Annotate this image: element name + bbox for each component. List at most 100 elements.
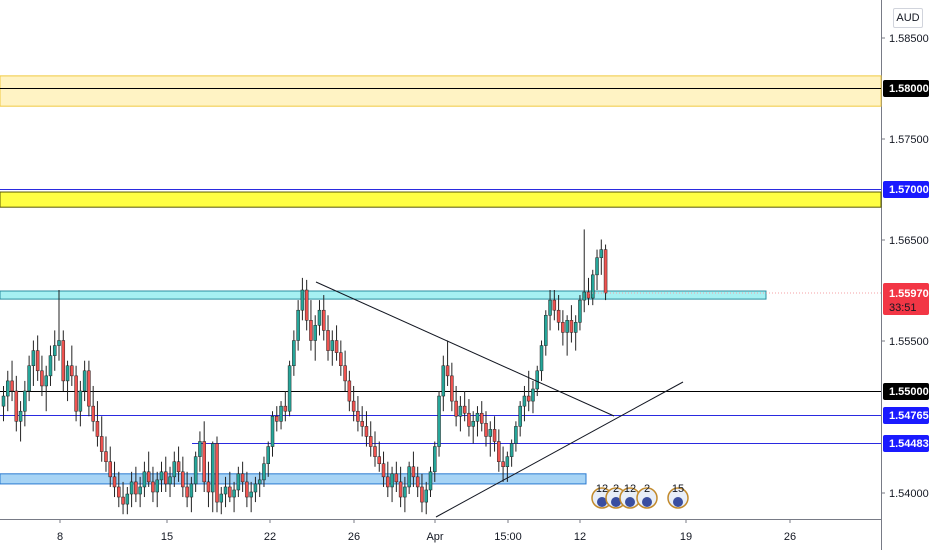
candle [501, 446, 505, 482]
candle-body [539, 345, 544, 372]
level-badge [883, 80, 929, 97]
y-tick-label: 1.58500 [889, 33, 929, 45]
x-tick-label: 8 [57, 531, 63, 543]
candle-body [454, 400, 458, 417]
candle-body [322, 309, 326, 331]
candle-body [206, 481, 211, 493]
candle [437, 391, 441, 457]
candle-body [138, 486, 142, 495]
candle [445, 340, 450, 386]
x-tick-label: 19 [680, 531, 692, 543]
candle-body [317, 309, 322, 326]
candle-body [121, 496, 125, 505]
countdown-label: 33:51 [889, 302, 917, 314]
candle-body [95, 421, 100, 437]
event-marker-icon[interactable]: 2 [636, 483, 658, 509]
candle [40, 355, 44, 397]
candle-body [347, 380, 352, 402]
candle [185, 471, 189, 508]
candle [565, 315, 569, 356]
candle-body [74, 375, 78, 412]
level-badge [883, 383, 929, 400]
candle-body [603, 249, 608, 294]
event-marker-icon[interactable]: 12 [619, 483, 641, 509]
candle [394, 461, 399, 492]
event-label: 12 [596, 483, 608, 495]
candle [181, 456, 185, 498]
candle [159, 461, 164, 492]
candle-body [104, 451, 108, 462]
candle-body [253, 483, 258, 493]
candle [117, 471, 121, 508]
candle-body [52, 345, 57, 356]
candle [561, 310, 565, 346]
candle [535, 365, 539, 397]
candle [193, 451, 198, 492]
candle [279, 401, 283, 430]
candle-body [509, 443, 514, 457]
candle-body [70, 365, 74, 377]
candle [313, 315, 317, 361]
candle-body [492, 429, 497, 442]
candle-body [351, 400, 356, 412]
candle-body [300, 289, 305, 311]
candle-body [117, 486, 121, 498]
candle [556, 295, 561, 331]
candle-body [484, 423, 488, 437]
candle-body [44, 375, 48, 387]
candle-body [91, 405, 95, 422]
candle [78, 380, 83, 427]
candle-body [65, 365, 70, 382]
candle-body [18, 410, 23, 422]
candle-body [193, 456, 198, 485]
candle [108, 446, 112, 487]
candle [164, 456, 168, 492]
candle-body [57, 340, 61, 346]
candle-body [548, 299, 552, 316]
candle-body [428, 471, 433, 491]
event-flag [611, 497, 621, 507]
candle-body [573, 322, 578, 333]
zone-1 [0, 191, 882, 208]
candle [228, 471, 232, 503]
event-marker-icon[interactable]: 15 [667, 483, 689, 509]
candle [18, 401, 23, 442]
candle-body [514, 426, 518, 444]
level-badge-label: 1.55000 [889, 386, 929, 398]
candle-body [202, 441, 206, 483]
candle [552, 290, 557, 321]
candle [31, 340, 36, 386]
candle-body [501, 461, 505, 468]
candle-body [99, 436, 104, 452]
candle-body [343, 365, 347, 382]
candle-body [155, 479, 159, 493]
x-tick-label: 26 [348, 531, 360, 543]
candle-body [78, 390, 83, 412]
trendline-descending [315, 281, 615, 417]
candle-body [437, 395, 441, 447]
candle-body [381, 463, 386, 478]
candle [146, 451, 151, 487]
candle [471, 411, 475, 444]
candle-body [368, 436, 373, 447]
candle-body [479, 412, 484, 424]
candle-body [420, 486, 424, 503]
candle [121, 481, 125, 515]
candle-body [172, 461, 177, 478]
candle-body [330, 340, 335, 351]
current-price-badge [883, 283, 929, 316]
candle-body [287, 365, 292, 412]
candle-body [223, 486, 228, 495]
candle [428, 466, 433, 498]
candle [245, 471, 249, 508]
candle [539, 340, 544, 381]
candle [82, 360, 87, 402]
candle [433, 441, 437, 482]
candle-body [14, 390, 19, 422]
candle [386, 461, 390, 498]
candle [467, 399, 471, 437]
candle [57, 290, 61, 361]
candle [390, 466, 394, 503]
